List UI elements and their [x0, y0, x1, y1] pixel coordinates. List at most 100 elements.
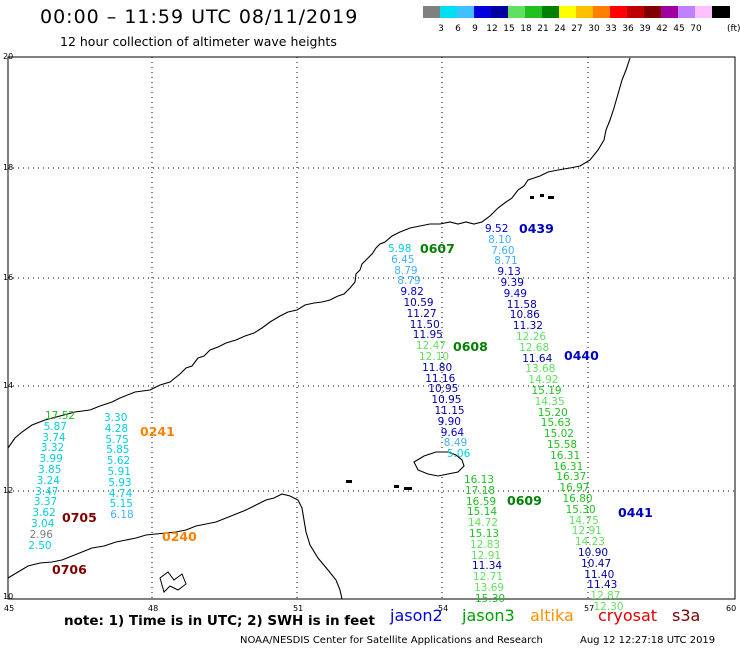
scale-label: 24 — [554, 24, 566, 34]
scale-label: 30 — [588, 24, 600, 34]
scale-label: 21 — [537, 24, 549, 34]
wave-height-value: 5.98 — [388, 243, 412, 255]
scale-label: 42 — [656, 24, 668, 34]
wave-height-value: 11.64 — [522, 352, 553, 365]
scale-label: 70 — [690, 24, 702, 34]
scale-label: 36 — [622, 24, 634, 34]
wave-height-value: 9.49 — [503, 287, 527, 300]
wave-height-value: 10.95 — [431, 394, 462, 407]
wave-height-value: 5.15 — [109, 498, 133, 511]
pass-label-0441: 0441 — [618, 505, 653, 520]
wave-height-value: 12.47 — [415, 340, 446, 353]
wave-height-value: 17.18 — [465, 484, 496, 497]
wave-height-value: 15.13 — [469, 528, 500, 540]
wave-height-value: 14.72 — [468, 517, 499, 530]
small-islands — [346, 194, 554, 490]
wave-height-value: 11.80 — [422, 361, 453, 374]
lon-label-60: 60 — [726, 604, 737, 613]
wave-height-value: 2.96 — [29, 528, 53, 541]
wave-height-value: 12.30 — [593, 601, 624, 613]
wave-height-value: 5.62 — [106, 455, 131, 468]
wave-height-value: 16.59 — [466, 495, 497, 508]
wave-height-value: 11.58 — [506, 298, 537, 311]
scale-swatch — [576, 6, 594, 18]
wave-height-value: 11.27 — [406, 307, 437, 320]
lon-label-54: 54 — [438, 604, 449, 613]
scale-swatch — [423, 6, 441, 18]
scale-swatch — [440, 6, 458, 18]
scale-label: 27 — [571, 24, 583, 34]
wave-height-value: 15.30 — [565, 503, 596, 516]
pass-label-0439: 0439 — [519, 221, 554, 236]
pass-label-0241: 0241 — [140, 424, 175, 439]
wave-height-value: 8.10 — [488, 233, 512, 246]
scale-label: 12 — [486, 24, 498, 34]
scale-label: 15 — [503, 24, 515, 34]
lat-label-16: 16 — [3, 273, 14, 282]
socotra-island — [413, 451, 465, 477]
wave-height-value: 3.99 — [39, 453, 63, 466]
wave-height-value: 3.62 — [32, 507, 56, 520]
wave-height-value: 9.52 — [485, 223, 509, 235]
lon-label-57: 57 — [584, 604, 595, 613]
scale-swatch — [491, 6, 509, 18]
wave-height-value: 11.32 — [512, 320, 543, 333]
lat-label-12: 12 — [3, 486, 14, 495]
wave-height-value: 4.28 — [104, 422, 129, 435]
wave-height-value: 15.02 — [543, 428, 574, 441]
wave-height-value: 10.86 — [509, 309, 540, 322]
pass-label-0607: 0607 — [420, 241, 455, 256]
wave-height-value: 3.30 — [104, 412, 128, 424]
wave-height-value: 8.79 — [397, 275, 421, 288]
wave-height-value: 13.69 — [474, 582, 505, 594]
wave-height-value: 9.39 — [500, 277, 524, 289]
wave-height-value: 11.43 — [587, 579, 618, 592]
scale-swatch — [661, 6, 679, 18]
pass-label-0240: 0240 — [162, 529, 197, 544]
scale-swatch — [525, 6, 543, 18]
lat-label-18: 18 — [3, 163, 14, 172]
wave-height-value: 16.37 — [556, 471, 587, 484]
wave-height-value: 16.80 — [562, 493, 593, 505]
wave-height-value: 12.71 — [473, 571, 504, 584]
wave-height-value: 17.52 — [45, 410, 76, 422]
wave-height-value: 3.32 — [40, 442, 65, 455]
lon-label-51: 51 — [293, 604, 304, 613]
scale-swatch — [508, 6, 526, 18]
scale-unit: (ft) — [727, 24, 740, 34]
wave-height-value: 10.59 — [403, 297, 434, 309]
pass-label-0705: 0705 — [62, 510, 97, 525]
wave-height-value: 9.82 — [400, 286, 424, 299]
wave-height-value: 9.90 — [437, 415, 461, 428]
scale-label: 9 — [472, 24, 478, 34]
wave-height-value: 15.20 — [537, 406, 568, 419]
legend-altika: altika — [530, 606, 574, 625]
wave-height-value: 5.91 — [107, 466, 131, 478]
scale-swatch — [712, 6, 730, 18]
wave-height-value: 9.13 — [497, 266, 521, 279]
scale-label: 3 — [438, 24, 444, 34]
pass-label-0440: 0440 — [564, 348, 599, 363]
wave-height-value: 15.30 — [475, 592, 506, 605]
wave-height-value: 7.60 — [491, 244, 515, 257]
scale-label: 39 — [639, 24, 651, 34]
pass-label-0706: 0706 — [52, 562, 87, 577]
wave-height-value: 14.35 — [534, 395, 565, 408]
credit-text: NOAA/NESDIS Center for Satellite Applica… — [240, 635, 543, 646]
wave-height-value: 14.75 — [568, 514, 599, 527]
grid-lines — [8, 57, 735, 599]
wave-height-value: 10.90 — [578, 547, 609, 559]
scale-swatch — [695, 6, 713, 18]
scale-swatch — [474, 6, 492, 18]
wave-height-value: 16.13 — [464, 474, 495, 486]
wave-height-value: 3.37 — [33, 496, 58, 509]
wave-height-value: 12.87 — [590, 590, 621, 603]
legend-s3a: s3a — [672, 606, 701, 625]
wave-height-value: 5.75 — [105, 433, 129, 446]
wave-height-value: 15.58 — [547, 439, 578, 451]
wave-height-value: 3.24 — [36, 474, 60, 487]
scale-swatch — [457, 6, 475, 18]
wave-height-value: 9.64 — [440, 426, 465, 439]
wave-height-value: 11.15 — [434, 405, 465, 417]
wave-height-value: 12.91 — [571, 525, 602, 538]
